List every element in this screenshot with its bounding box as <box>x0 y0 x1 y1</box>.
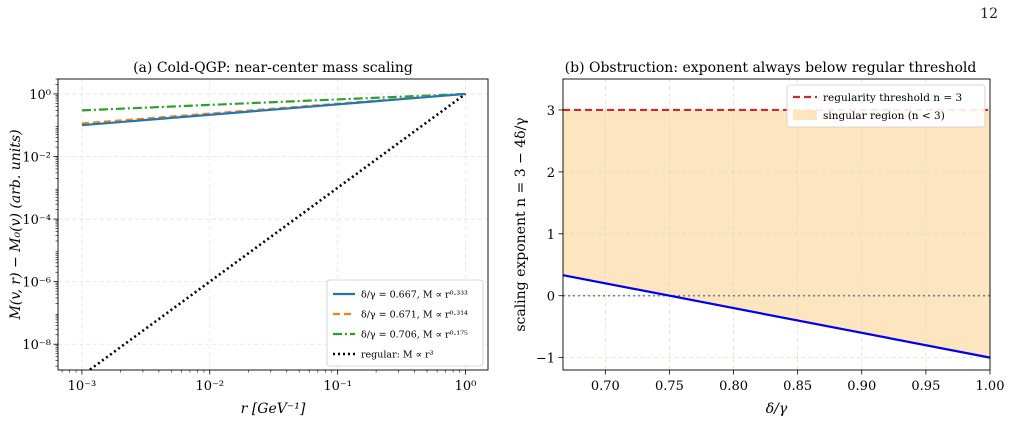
y-tick-label: 0 <box>547 290 555 305</box>
y-tick-label: 3 <box>547 104 555 119</box>
chart-title: (a) Cold-QGP: near-center mass scaling <box>133 60 413 76</box>
chart-title: (b) Obstruction: exponent always below r… <box>565 60 977 76</box>
legend-label: singular region (n < 3) <box>823 110 945 122</box>
y-tick-label: 2 <box>547 166 555 181</box>
y-tick-label: 10⁻⁶ <box>22 276 51 291</box>
plot-frame <box>562 78 991 371</box>
y-tick-label: 1 <box>547 228 555 243</box>
legend-box <box>786 84 986 128</box>
legend-swatch <box>793 110 817 120</box>
x-tick-label: 0.85 <box>783 379 812 394</box>
series-group <box>81 92 467 370</box>
x-tick-label: 0.75 <box>655 379 684 394</box>
legend: regularity threshold n = 3 singular regio… <box>786 84 986 128</box>
y-axis-label: scaling exponent n = 3 − 4δ/γ <box>513 117 529 331</box>
x-tick-label: 10⁰ <box>455 379 477 394</box>
y-axis-label: M(v, r) − M₀(v) (arb. units) <box>8 129 24 320</box>
x-tick-label: 10⁻¹ <box>323 379 352 394</box>
x-tick-label: 0.70 <box>591 379 620 394</box>
x-axis-label: r [GeV⁻¹] <box>241 401 306 417</box>
legend: δ/γ = 0.667, M ∝ r⁰·³³³ δ/γ = 0.671, M ∝ … <box>326 279 484 367</box>
x-tick-label: 1.00 <box>976 379 1005 394</box>
legend-label: δ/γ = 0.671, M ∝ r⁰·³¹⁴ <box>361 310 468 321</box>
x-tick-label: 10⁻³ <box>68 379 97 394</box>
y-tick-label: 10⁻⁴ <box>22 213 51 228</box>
x-tick-label: 0.90 <box>847 379 876 394</box>
exponent-line <box>562 274 991 359</box>
legend-label: regularity threshold n = 3 <box>823 92 962 104</box>
series-line <box>87 92 467 370</box>
series-line <box>81 92 466 112</box>
y-tick-label: −1 <box>536 352 555 367</box>
legend-label: regular: M ∝ r³ <box>361 350 434 361</box>
chart-b: 0.70 0.75 0.80 0.85 0.90 0.95 1.00 −1 0 1 2 3 (b) Ob… <box>513 60 1004 417</box>
page-number: 12 <box>980 6 998 22</box>
y-tick-label: 10⁻⁸ <box>22 338 51 353</box>
x-axis-label: δ/γ <box>766 401 788 417</box>
legend-label: δ/γ = 0.667, M ∝ r⁰·³³³ <box>361 290 468 301</box>
x-tick-label: 0.95 <box>911 379 940 394</box>
plot-frame <box>57 78 489 371</box>
legend-box <box>326 279 484 367</box>
y-tick-label: 10⁻² <box>22 151 51 166</box>
x-tick-label: 0.80 <box>719 379 748 394</box>
legend-label: δ/γ = 0.706, M ∝ r⁰·¹⁷⁵ <box>361 330 468 341</box>
y-tick-label: 10⁰ <box>29 88 51 103</box>
series-line <box>81 92 466 127</box>
x-tick-label: 10⁻² <box>195 379 224 394</box>
chart-a: 10⁻³ 10⁻² 10⁻¹ 10⁰ 10⁻⁸ 10⁻⁶ 10⁻⁴ 10⁻² 10⁰ (a) Co… <box>8 60 489 417</box>
